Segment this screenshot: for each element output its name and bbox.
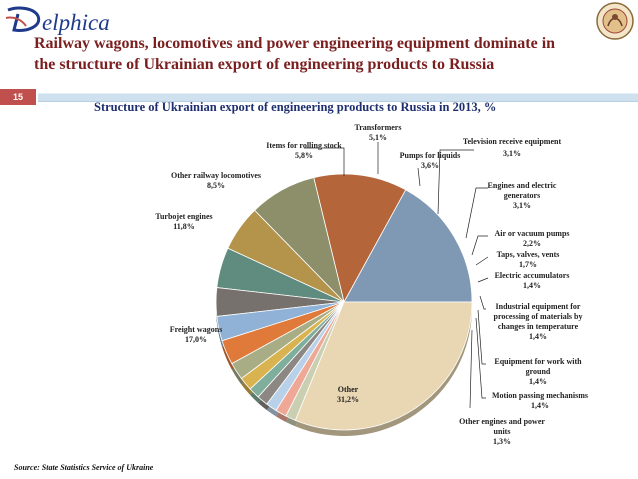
label-other: Other — [338, 385, 359, 394]
value-television-receive-equipment: 3,1% — [503, 149, 521, 158]
label-air-or-vacuum-pumps: Air or vacuum pumps — [494, 229, 569, 238]
brand-logo: elphica — [4, 4, 134, 35]
chart-title: Structure of Ukrainian export of enginee… — [94, 100, 497, 114]
value-other: 31,2% — [337, 395, 359, 404]
label-taps-valves-vents: Taps, valves, vents — [497, 250, 560, 259]
leader-lines — [304, 142, 489, 409]
value-transformers: 5,1% — [369, 133, 387, 142]
label-electric-accumulators: Electric accumulators — [495, 271, 570, 280]
value-electric-accumulators: 1,4% — [523, 281, 541, 290]
header-stripe — [38, 93, 638, 102]
leader-pumps-for-liquids — [417, 167, 421, 187]
label-other-railway-locomotives: Other railway locomotives — [171, 171, 261, 180]
leader-other-engines-and-power-units — [469, 329, 473, 409]
value-other-railway-locomotives: 8,5% — [207, 181, 225, 190]
leader-engines-and-electric-generators — [465, 187, 488, 239]
leader-electric-accumulators — [477, 277, 489, 283]
label-other-engines-and-power-units: Other engines and power units — [459, 417, 545, 436]
label-motion-passing-mechanisms: Motion passing mechanisms — [492, 391, 588, 400]
leader-items-for-rolling-stock — [304, 147, 345, 176]
value-freight-wagons: 17,0% — [185, 335, 207, 344]
value-equipment-for-work-with-ground: 1,4% — [529, 377, 547, 386]
value-industrial-equipment-for-processing-of-materials-by-changes-in-temperature: 1,4% — [529, 332, 547, 341]
value-taps-valves-vents: 1,7% — [519, 260, 537, 269]
value-other-engines-and-power-units: 1,3% — [493, 437, 511, 446]
logo-mark-icon — [5, 6, 41, 32]
slice-turbojet-engines — [313, 173, 407, 304]
source-note: Source: State Statistics Service of Ukra… — [14, 463, 154, 472]
label-transformers: Transformers — [355, 123, 402, 132]
label-television-receive-equipment: Television receive equipment — [463, 137, 562, 146]
label-equipment-for-work-with-ground: Equipment for work with ground — [494, 357, 582, 376]
value-pumps-for-liquids: 3,6% — [421, 161, 439, 170]
leader-industrial-equipment-for-processing-of-materials-by-changes-in-temperature — [479, 295, 486, 310]
slide-number-badge: 15 — [0, 89, 36, 105]
slice-freight-wagons — [343, 189, 473, 303]
label-items-for-rolling-stock: Items for rolling stock — [266, 141, 342, 150]
value-motion-passing-mechanisms: 1,4% — [531, 401, 549, 410]
headline-line-2: the structure of Ukrainian export of eng… — [34, 56, 495, 73]
label-pumps-for-liquids: Pumps for liquids — [400, 151, 461, 160]
slice-other — [294, 301, 473, 431]
leader-equipment-for-work-with-ground — [477, 309, 486, 365]
slide-header-bar: 15 — [0, 89, 638, 105]
label-engines-and-electric-generators: Engines and electric generators — [488, 181, 557, 200]
page-headline: Railway wagons, locomotives and power en… — [34, 33, 619, 75]
leader-motion-passing-mechanisms — [475, 317, 486, 399]
seal-icon — [596, 2, 634, 40]
leader-air-or-vacuum-pumps — [471, 235, 488, 256]
value-air-or-vacuum-pumps: 2,2% — [523, 239, 541, 248]
label-turbojet-engines: Turbojet engines — [155, 212, 212, 221]
pie-slices — [215, 173, 473, 431]
leader-television-receive-equipment — [437, 149, 474, 215]
label-freight-wagons: Freight wagons — [170, 325, 223, 334]
value-turbojet-engines: 11,8% — [173, 222, 195, 231]
label-industrial-equipment-for-processing-of-materials-by-changes-in-temperature: Industrial equipment for processing of ma… — [494, 302, 583, 331]
headline-line-1: Railway wagons, locomotives and power en… — [34, 35, 556, 52]
value-items-for-rolling-stock: 5,8% — [295, 151, 313, 160]
leader-taps-valves-vents — [475, 256, 489, 266]
value-engines-and-electric-generators: 3,1% — [513, 201, 531, 210]
brand-name: elphica — [42, 10, 110, 35]
